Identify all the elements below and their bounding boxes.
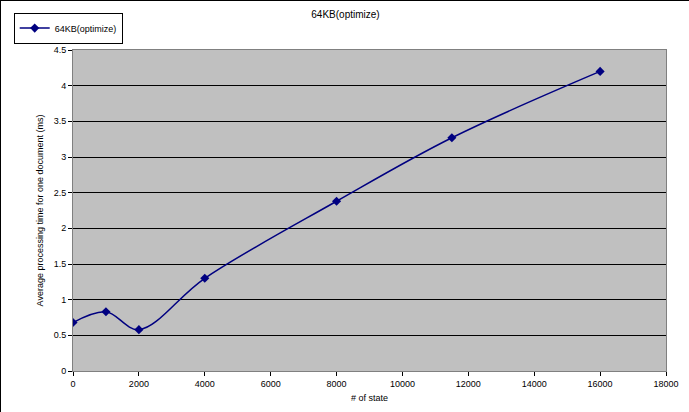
svg-text:14000: 14000 [522,379,547,389]
svg-text:# of state: # of state [351,393,388,403]
svg-text:4.5: 4.5 [54,45,67,55]
svg-text:64KB(optimize): 64KB(optimize) [311,9,379,20]
svg-text:1: 1 [61,295,66,305]
svg-text:0: 0 [70,379,75,389]
svg-text:2.5: 2.5 [54,188,67,198]
svg-text:10000: 10000 [390,379,415,389]
svg-text:3: 3 [61,152,66,162]
svg-text:8000: 8000 [327,379,347,389]
svg-text:0: 0 [61,366,66,376]
svg-text:4: 4 [61,81,66,91]
svg-text:18000: 18000 [653,379,678,389]
svg-text:2: 2 [61,223,66,233]
svg-text:1.5: 1.5 [54,259,67,269]
svg-text:16000: 16000 [588,379,613,389]
svg-text:4000: 4000 [195,379,215,389]
svg-text:Average processing time for on: Average processing time for one document… [35,115,45,307]
svg-text:0.5: 0.5 [54,330,67,340]
svg-text:6000: 6000 [261,379,281,389]
svg-text:64KB(optimize): 64KB(optimize) [55,24,117,34]
svg-text:3.5: 3.5 [54,116,67,126]
svg-text:2000: 2000 [129,379,149,389]
svg-text:12000: 12000 [456,379,481,389]
